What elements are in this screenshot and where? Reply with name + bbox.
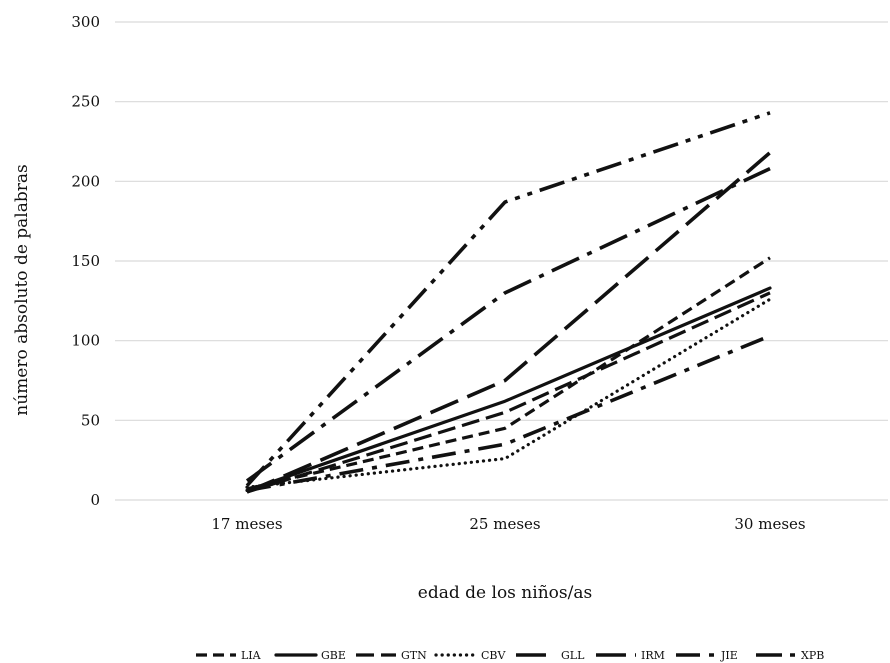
- series-line-irm: [245, 166, 771, 483]
- legend-label-gtn: GTN: [401, 649, 427, 662]
- series-line-lia: [246, 256, 771, 491]
- legend-label-jie: JIE: [720, 649, 738, 662]
- legend-label-cbv: CBV: [481, 649, 507, 662]
- series-line-cbv: [245, 297, 772, 489]
- legend-label-gll: GLL: [561, 649, 585, 662]
- x-axis-title: edad de los niños/as: [418, 583, 592, 603]
- y-tick-label: 300: [71, 13, 100, 31]
- y-axis-ticks: 0 50 100 150 200 250 300: [71, 13, 100, 509]
- legend: LIA GBE GTN CBV GLL IRM JIE XPB: [196, 649, 824, 662]
- y-tick-label: 150: [71, 252, 100, 270]
- series-line-gll: [246, 151, 772, 494]
- x-axis-ticks: 17 meses 25 meses 30 meses: [211, 515, 805, 533]
- x-tick-label: 17 meses: [211, 515, 282, 533]
- legend-label-irm: IRM: [641, 649, 665, 662]
- y-tick-label: 0: [90, 491, 100, 509]
- series-line-xpb: [245, 111, 771, 487]
- y-tick-label: 200: [71, 172, 100, 190]
- y-axis-title: número absoluto de palabras: [12, 164, 32, 415]
- legend-label-lia: LIA: [241, 649, 262, 662]
- y-tick-label: 250: [71, 93, 100, 111]
- legend-label-xpb: XPB: [801, 649, 824, 662]
- series-lines: [245, 111, 772, 494]
- y-tick-label: 50: [81, 411, 100, 429]
- series-line-gbe: [245, 286, 772, 493]
- legend-label-gbe: GBE: [321, 649, 346, 662]
- x-tick-label: 30 meses: [734, 515, 805, 533]
- series-line-gtn: [246, 291, 771, 494]
- y-tick-label: 100: [71, 332, 100, 350]
- x-tick-label: 25 meses: [469, 515, 540, 533]
- gridlines: [115, 21, 888, 501]
